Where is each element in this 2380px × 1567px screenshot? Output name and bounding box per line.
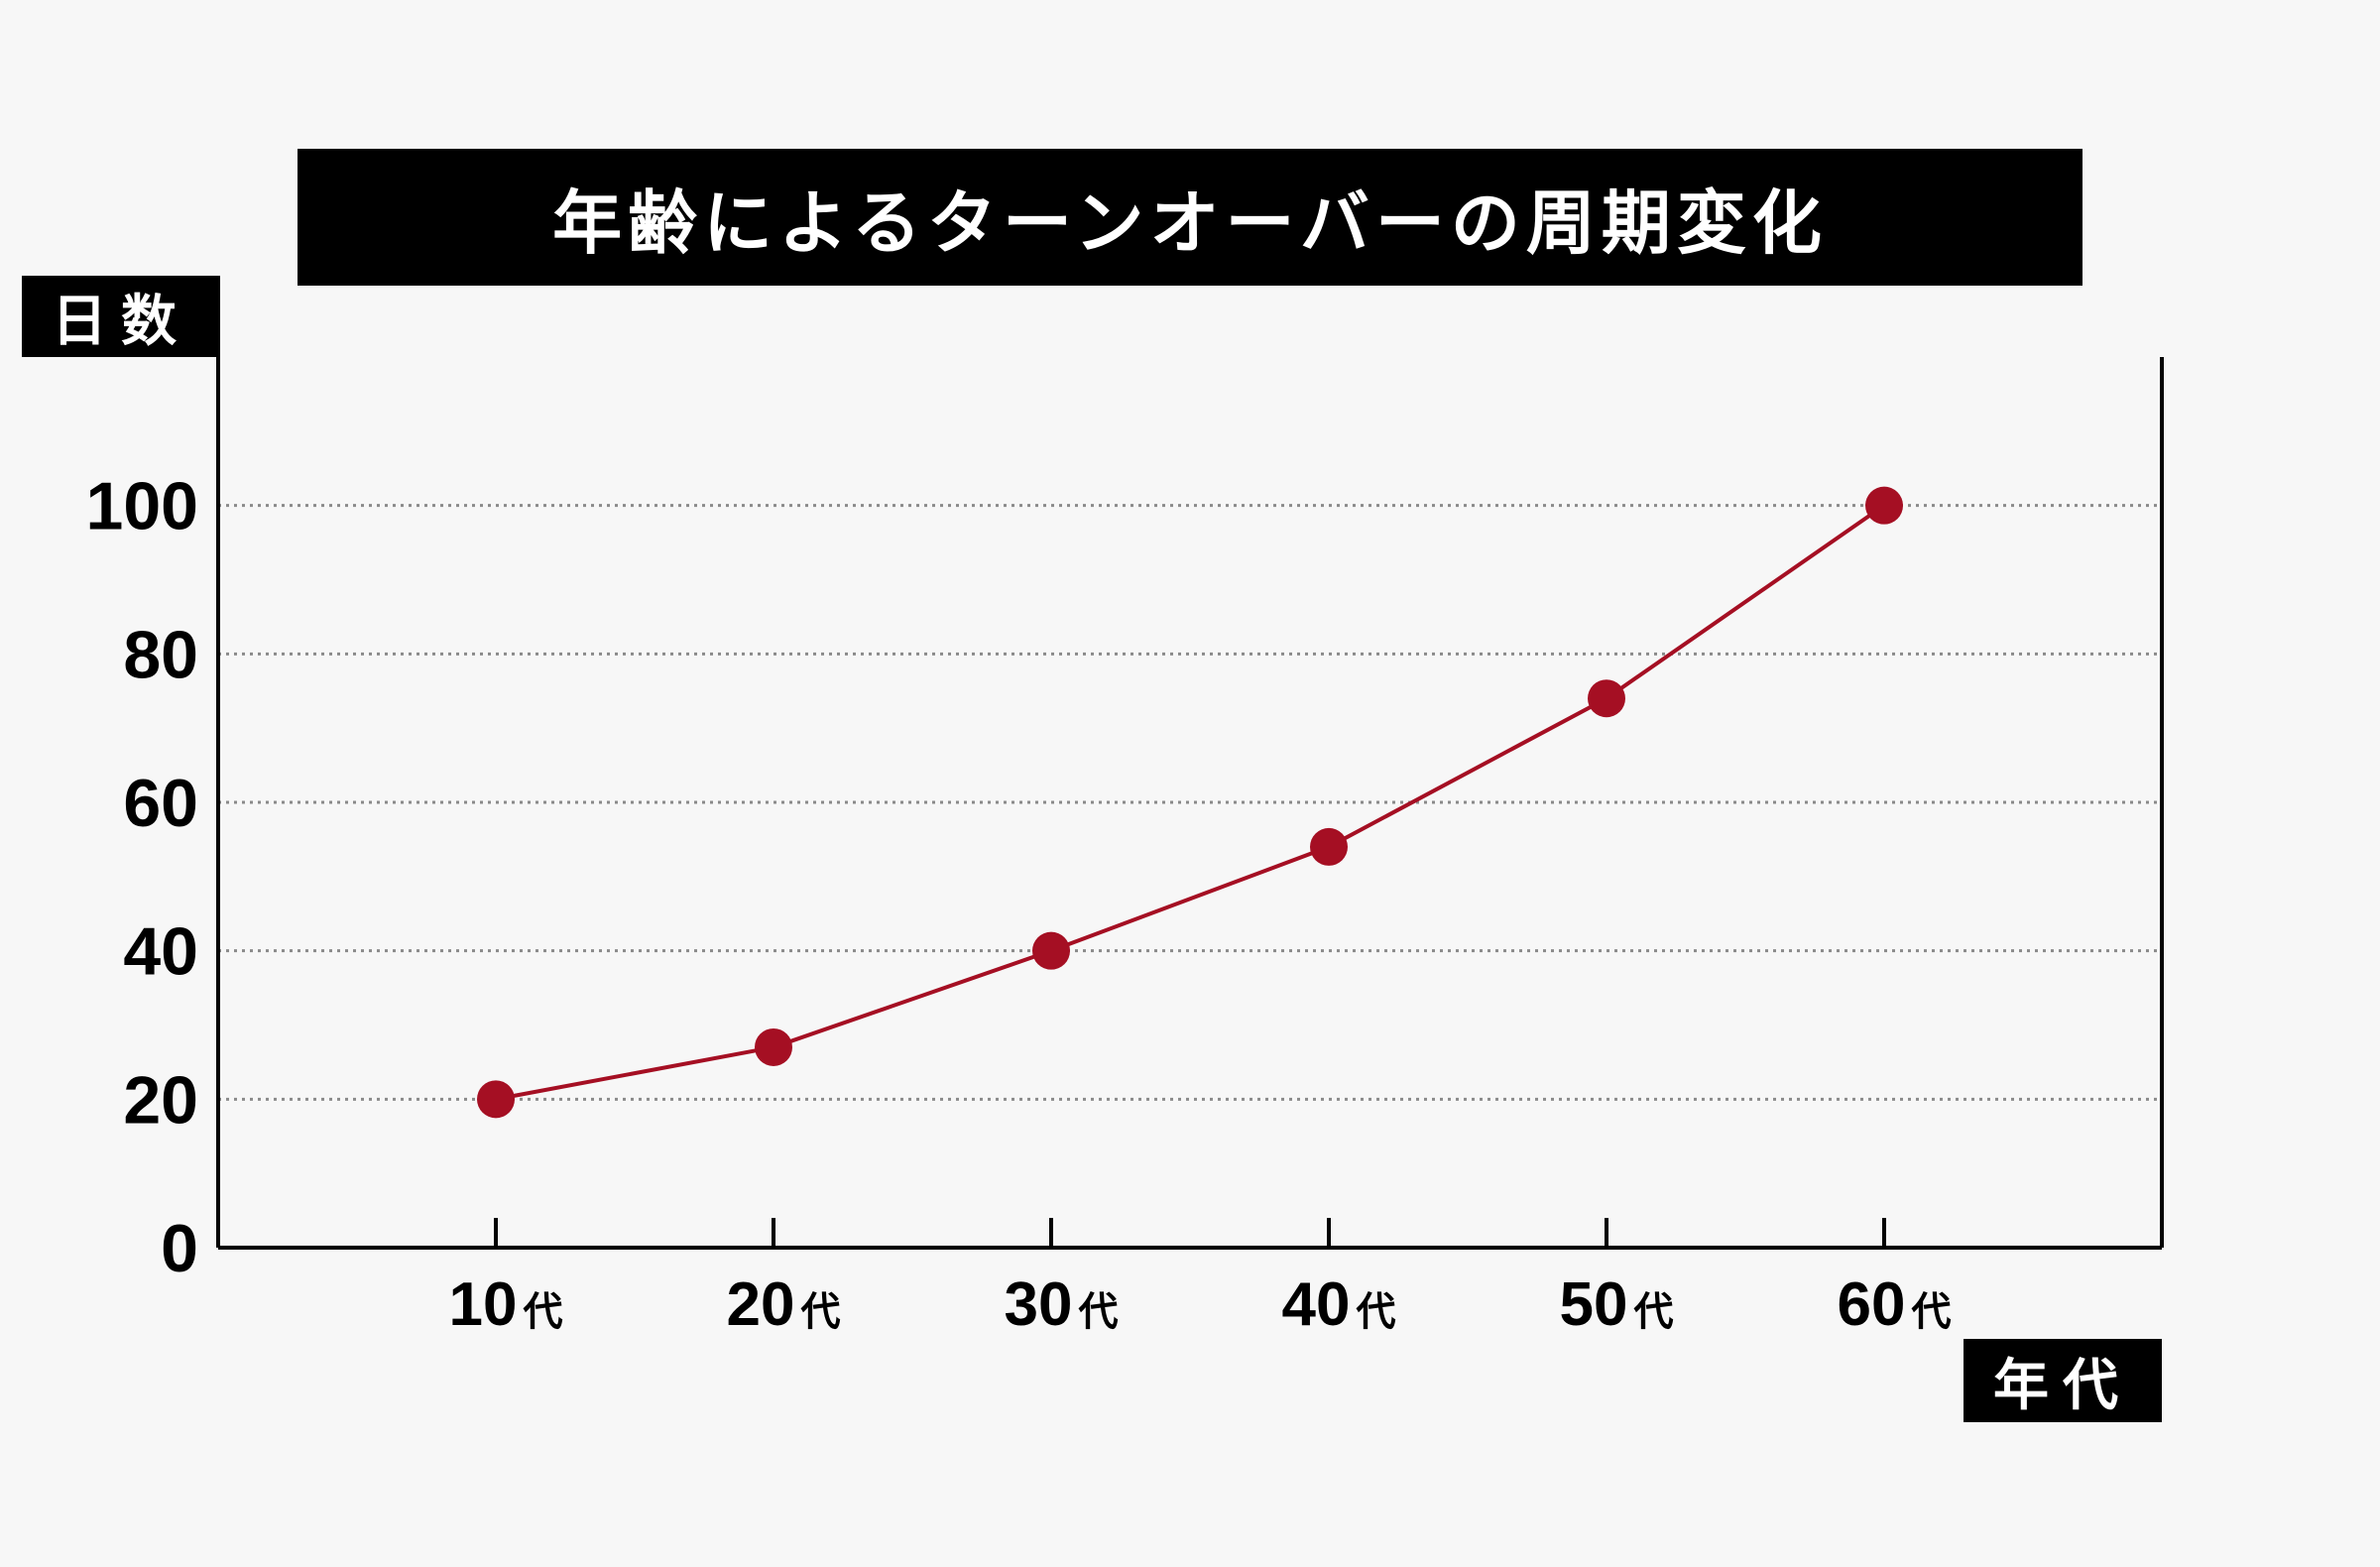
y-tick-label: 40 <box>123 914 198 990</box>
x-tick-label: 30 代 <box>1005 1270 1119 1339</box>
y-axis-label: 日数 <box>22 276 220 357</box>
y-tick-label: 20 <box>123 1062 198 1138</box>
data-point <box>1310 827 1348 866</box>
y-tick-label: 80 <box>123 617 198 692</box>
data-point <box>1865 486 1903 525</box>
data-point <box>755 1027 792 1066</box>
y-tick-label: 0 <box>161 1211 198 1286</box>
x-tick-label: 60 代 <box>1838 1270 1952 1339</box>
x-tick-label: 20 代 <box>727 1270 841 1339</box>
series-polyline <box>495 504 1886 1102</box>
x-axis-label: 年代 <box>1964 1339 2162 1422</box>
x-tick-label: 50 代 <box>1560 1270 1674 1339</box>
axes <box>216 357 2164 1250</box>
data-point <box>477 1080 515 1119</box>
grid-lines <box>218 504 2162 1101</box>
x-tick-label: 10 代 <box>449 1270 563 1339</box>
y-tick-label: 60 <box>123 766 198 841</box>
chart-title: 年齢によるターンオーバーの周期変化 <box>298 149 2082 286</box>
x-tick-labels: 10 代 20 代 30 代 40 代 50 代 60 代 <box>449 1270 1952 1339</box>
x-tick-label: 40 代 <box>1282 1270 1396 1339</box>
y-tick-label: 100 <box>86 469 198 544</box>
data-point <box>1588 679 1625 718</box>
series-line <box>477 486 1903 1119</box>
y-tick-labels: 0 20 40 60 80 100 <box>86 469 198 1286</box>
data-point <box>1032 931 1070 970</box>
